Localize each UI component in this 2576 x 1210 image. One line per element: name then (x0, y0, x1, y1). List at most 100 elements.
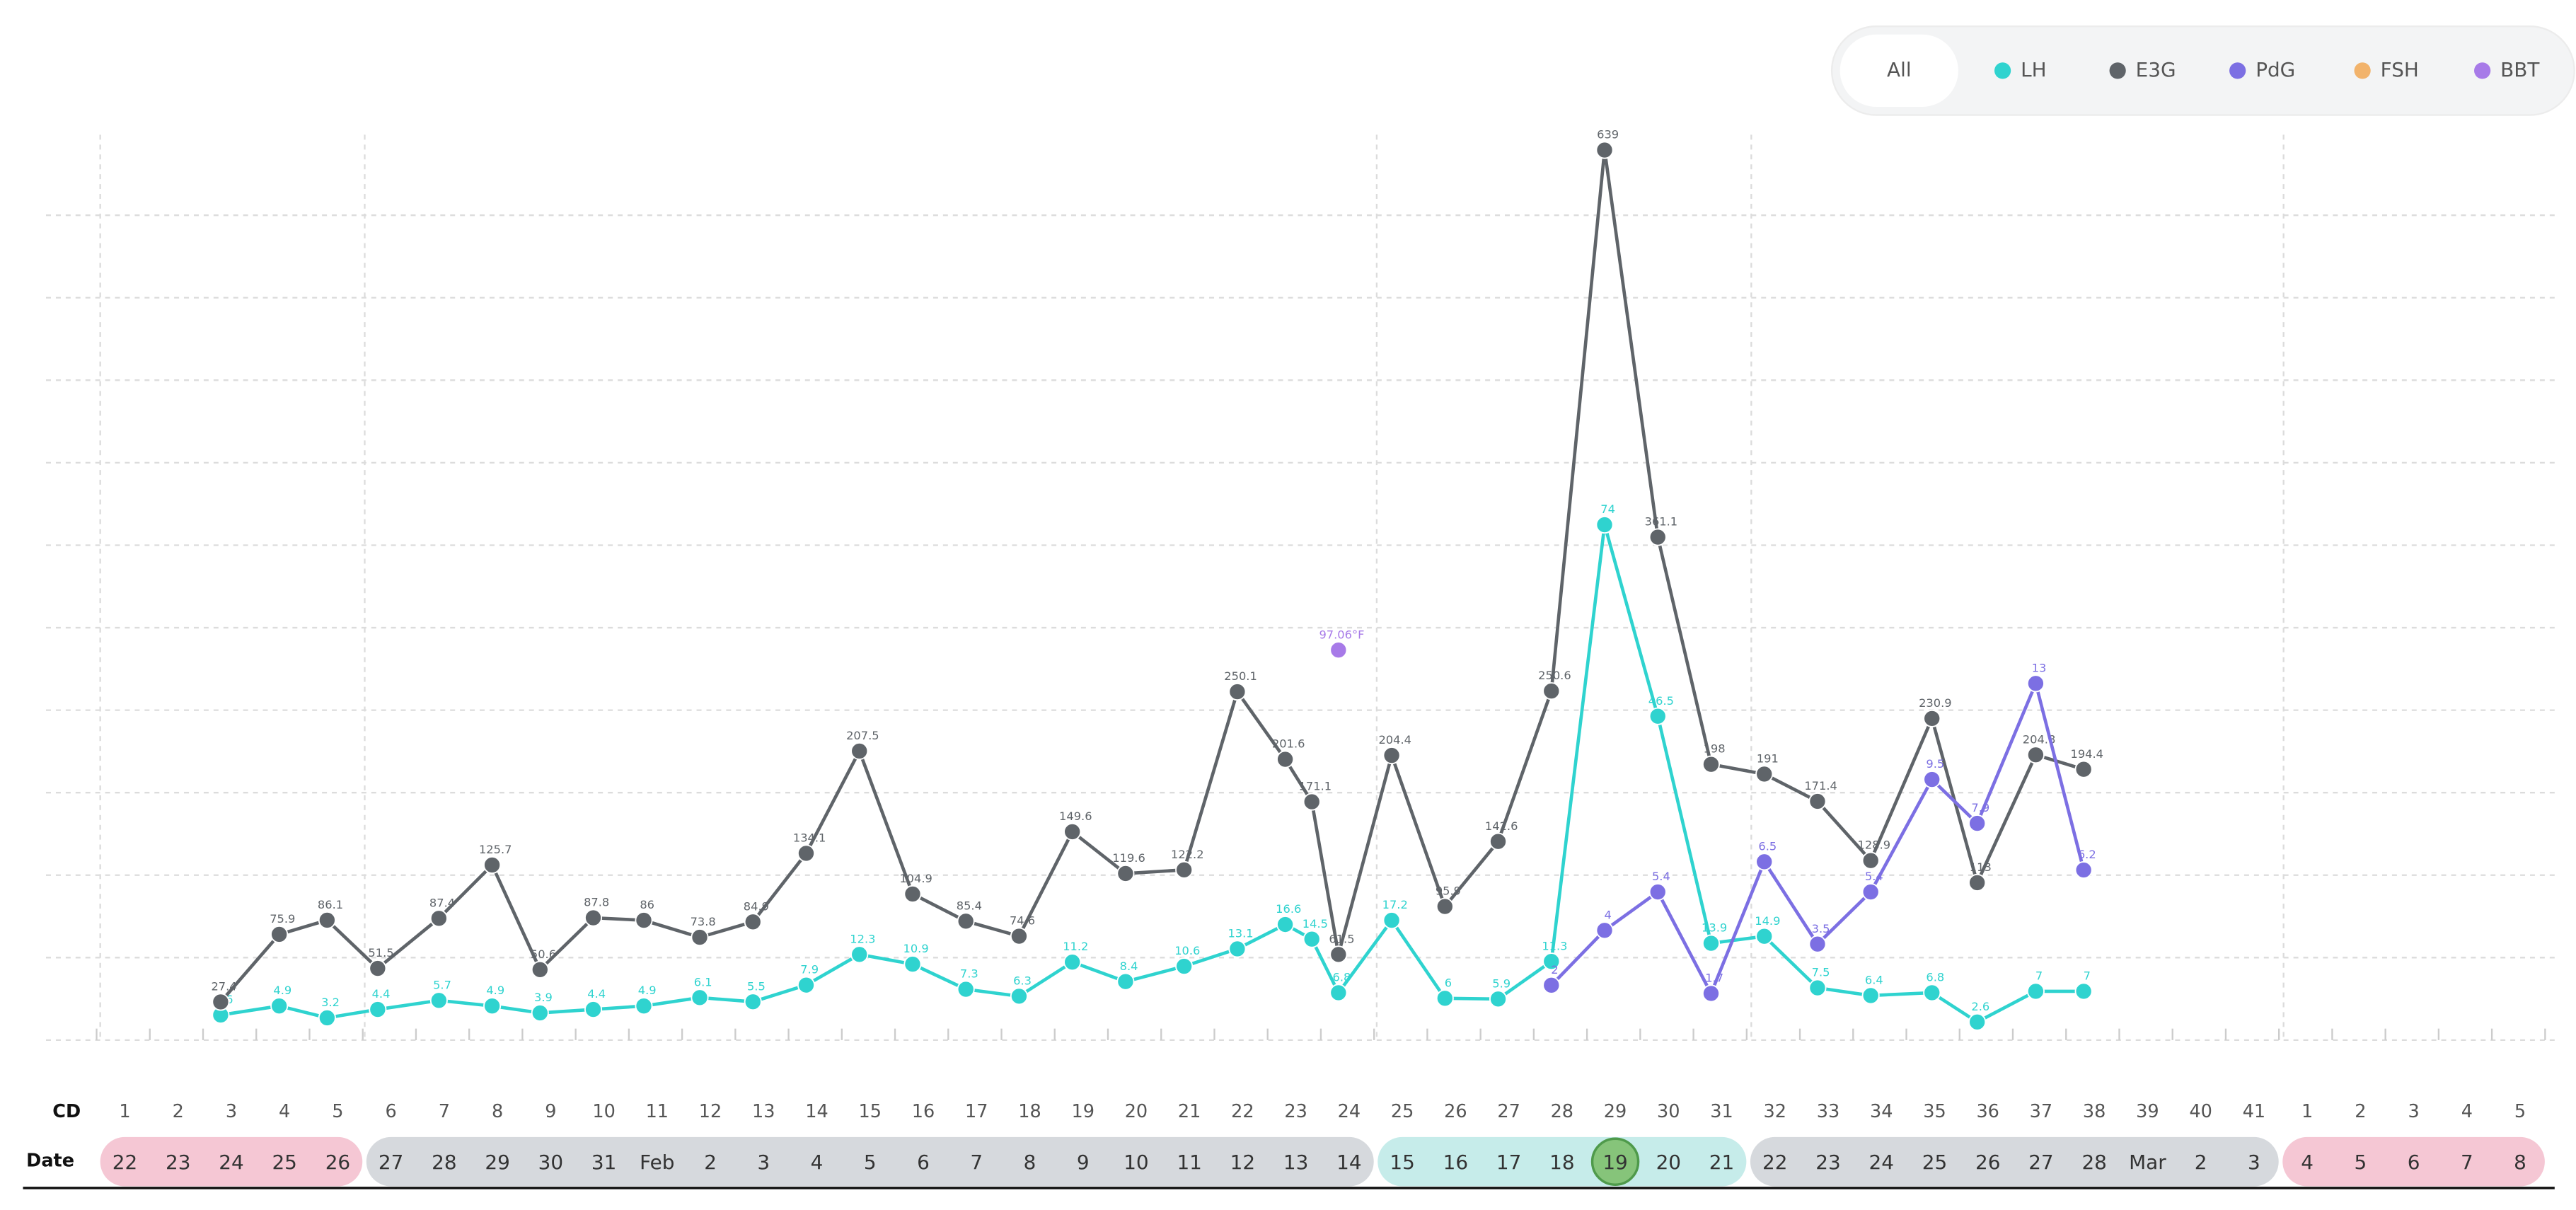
data-point (1861, 986, 1880, 1005)
data-point (797, 844, 816, 863)
data-label: 191 (1757, 752, 1779, 766)
date: 12 (1230, 1151, 1255, 1174)
cycle-day: 40 (2189, 1101, 2212, 1122)
data-point (1648, 707, 1667, 725)
cycle-day: 20 (1125, 1101, 1148, 1122)
cycle-day: 14 (805, 1101, 828, 1122)
date: 4 (811, 1151, 824, 1174)
legend-label[interactable]: BBT (2500, 58, 2540, 81)
cycle-day: 21 (1178, 1101, 1201, 1122)
data-label: 16.6 (1276, 902, 1301, 916)
data-label: 6.8 (1333, 971, 1351, 984)
date: 22 (112, 1151, 137, 1174)
date: 15 (1390, 1151, 1414, 1174)
date: 26 (1975, 1151, 2000, 1174)
data-point (797, 976, 816, 994)
data-label: 50.6 (531, 947, 556, 961)
cycle-day: 15 (859, 1101, 882, 1122)
cycle-day: 22 (1231, 1101, 1254, 1122)
data-point (850, 945, 869, 964)
date: 5 (2354, 1151, 2367, 1174)
date: 23 (166, 1151, 190, 1174)
data-label: 74.6 (1010, 914, 1035, 928)
data-point (1861, 851, 1880, 870)
date: 24 (1869, 1151, 1894, 1174)
data-point (1595, 921, 1614, 940)
legend-dot[interactable] (2109, 62, 2126, 79)
data-label: 7.9 (800, 963, 819, 976)
legend-all[interactable]: All (1887, 58, 1912, 81)
cycle-day: 17 (965, 1101, 988, 1122)
data-label: 194.4 (2071, 747, 2104, 761)
data-point (212, 993, 230, 1011)
legend-label[interactable]: E3G (2136, 58, 2176, 81)
today-marker (1590, 1137, 1640, 1186)
data-label: 3.5 (1812, 922, 1830, 935)
data-label: 97.06°F (1319, 628, 1364, 641)
data-label: 73.8 (691, 915, 716, 928)
date: 21 (1709, 1151, 1734, 1174)
cycle-day: 4 (279, 1101, 290, 1122)
date: 4 (2301, 1151, 2314, 1174)
data-point (531, 1003, 549, 1022)
cycle-day: 33 (1817, 1101, 1839, 1122)
legend-dot[interactable] (1994, 62, 2011, 79)
cycle-day: 36 (1976, 1101, 1999, 1122)
legend-label[interactable]: FSH (2381, 58, 2419, 81)
data-label: 11.2 (1063, 940, 1088, 953)
cycle-day: 27 (1497, 1101, 1520, 1122)
cycle-day: 5 (332, 1101, 343, 1122)
data-label: 6.5 (1758, 839, 1777, 853)
data-point (1436, 897, 1454, 916)
data-point (957, 980, 975, 998)
data-label: 6.2 (2078, 848, 2096, 861)
date: 28 (432, 1151, 456, 1174)
cycle-day: 26 (1444, 1101, 1467, 1122)
data-point (903, 955, 922, 974)
data-label: 10.9 (903, 942, 929, 955)
legend-label[interactable]: PdG (2256, 58, 2295, 81)
date: 10 (1124, 1151, 1148, 1174)
date: 26 (325, 1151, 350, 1174)
data-label: 51.5 (368, 946, 393, 960)
data-label: 84.9 (744, 899, 769, 913)
data-point (429, 909, 448, 928)
data-label: 142.6 (1485, 819, 1518, 833)
data-label: 46.5 (1648, 694, 1674, 708)
data-point (1276, 750, 1295, 768)
cycle-day: 32 (1764, 1101, 1787, 1122)
data-point (1010, 987, 1028, 1006)
legend-dot[interactable] (2474, 62, 2491, 79)
data-label: 134.1 (793, 831, 826, 845)
data-label: 86.1 (318, 898, 343, 911)
date: 25 (1922, 1151, 1947, 1174)
data-label: 5.4 (1652, 870, 1670, 883)
legend-dot[interactable] (2229, 62, 2246, 79)
data-label: 5.7 (433, 978, 451, 991)
data-point (1648, 882, 1667, 901)
data-label: 86 (640, 898, 654, 911)
data-label: 4.4 (372, 987, 391, 1001)
data-point (318, 1008, 336, 1027)
legend-label[interactable]: LH (2021, 58, 2046, 81)
data-label: 201.6 (1272, 737, 1305, 751)
cycle-day: 3 (226, 1101, 237, 1122)
date: 2 (2195, 1151, 2207, 1174)
data-label: 4.9 (638, 984, 657, 997)
data-label: 5.4 (1865, 870, 1883, 883)
data-label: 204.4 (1378, 733, 1411, 747)
legend-all-pill[interactable] (1839, 34, 1958, 107)
data-point (903, 885, 922, 903)
data-label: 74 (1600, 502, 1615, 516)
data-point (1968, 1013, 1987, 1031)
legend-dot[interactable] (2354, 62, 2371, 79)
data-label: 8.4 (1120, 960, 1138, 973)
data-point (2074, 982, 2093, 1001)
data-label: 198 (1704, 742, 1726, 756)
cycle-day: 13 (752, 1101, 775, 1122)
data-label: 13.1 (1228, 927, 1253, 940)
data-label: 171.1 (1299, 780, 1332, 793)
data-label: 87.4 (429, 896, 455, 909)
data-label: 4.9 (273, 984, 291, 997)
data-point (318, 911, 336, 929)
